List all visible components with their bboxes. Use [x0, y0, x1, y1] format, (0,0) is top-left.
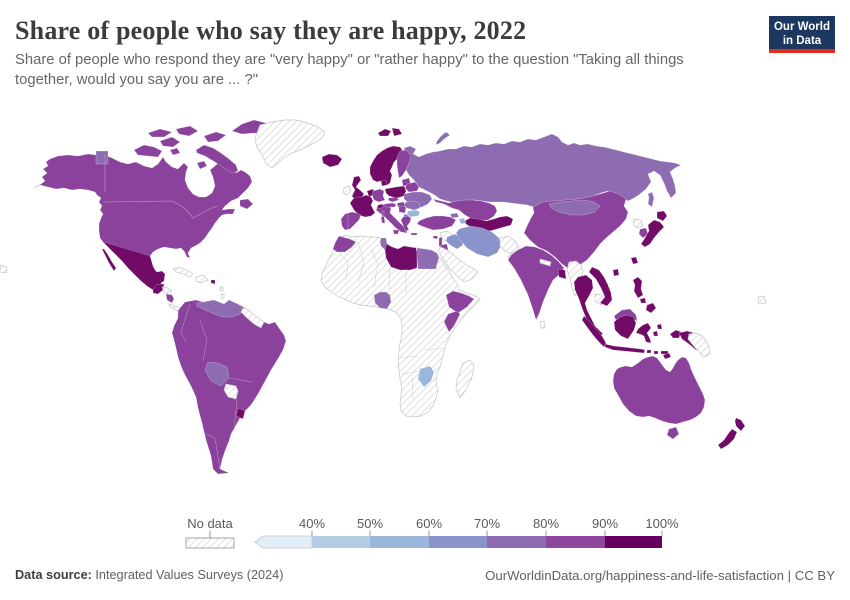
svg-text:90%: 90%	[592, 516, 618, 531]
svg-text:60%: 60%	[416, 516, 442, 531]
svg-text:100%: 100%	[645, 516, 679, 531]
svg-text:40%: 40%	[299, 516, 325, 531]
svg-text:80%: 80%	[533, 516, 559, 531]
svg-text:70%: 70%	[474, 516, 500, 531]
svg-text:No data: No data	[187, 516, 233, 531]
svg-text:50%: 50%	[357, 516, 383, 531]
